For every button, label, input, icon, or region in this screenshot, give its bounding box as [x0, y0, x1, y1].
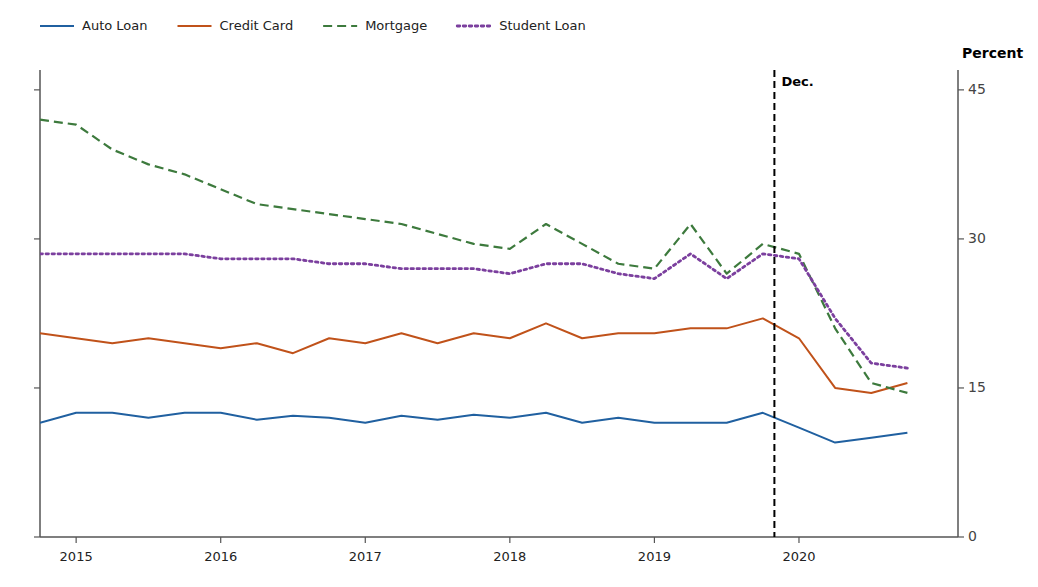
- series-line: [40, 120, 907, 393]
- annotation-line: [773, 70, 775, 537]
- series-line: [40, 318, 907, 393]
- legend-label: Auto Loan: [82, 18, 148, 33]
- x-tick: [798, 537, 799, 543]
- legend-label: Mortgage: [365, 18, 427, 33]
- y-tick-left: [34, 387, 40, 388]
- x-tick-label: 2020: [782, 549, 815, 564]
- x-tick-label: 2017: [349, 549, 382, 564]
- y-tick-label: 30: [968, 230, 986, 246]
- legend-swatch: [40, 25, 74, 27]
- x-tick: [509, 537, 510, 543]
- y-tick-right: [958, 387, 964, 388]
- x-axis-line: [40, 536, 958, 538]
- legend: Auto Loan Credit Card Mortgage Student Loan: [40, 18, 586, 33]
- annotation-label: Dec.: [781, 74, 813, 89]
- x-tick-label: 2019: [638, 549, 671, 564]
- y-tick-left: [34, 536, 40, 537]
- left-axis-line: [39, 70, 41, 537]
- series-line: [40, 254, 907, 368]
- y-tick-label: 15: [968, 379, 986, 395]
- x-tick-label: 2016: [204, 549, 237, 564]
- x-tick: [76, 537, 77, 543]
- x-tick: [220, 537, 221, 543]
- y-tick-left: [34, 89, 40, 90]
- x-tick: [365, 537, 366, 543]
- y-tick-label: 45: [968, 81, 986, 97]
- x-tick-label: 2015: [60, 549, 93, 564]
- x-tick: [654, 537, 655, 543]
- legend-swatch: [457, 25, 491, 28]
- y-tick-label: 0: [968, 528, 977, 544]
- y-tick-right: [958, 536, 964, 537]
- y-tick-right: [958, 89, 964, 90]
- legend-label: Credit Card: [220, 18, 294, 33]
- y-tick-left: [34, 238, 40, 239]
- legend-swatch: [323, 25, 357, 27]
- y-axis-label: Percent: [962, 45, 1023, 61]
- series-line: [40, 413, 907, 443]
- chart: 0 15 30 45 2015 2016 2017 2018 2019 2020 Percent De…: [0, 0, 1038, 587]
- y-tick-right: [958, 238, 964, 239]
- plot-area: [40, 120, 907, 443]
- legend-label: Student Loan: [499, 18, 585, 33]
- right-axis-line: [957, 70, 959, 537]
- x-tick-label: 2018: [493, 549, 526, 564]
- legend-swatch: [178, 25, 212, 27]
